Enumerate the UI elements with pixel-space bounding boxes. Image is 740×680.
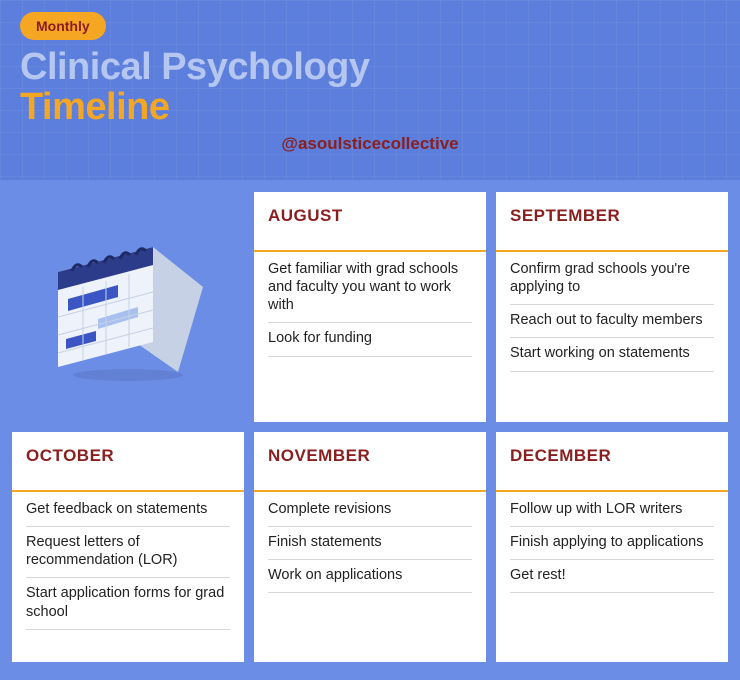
month-card-september: SEPTEMBER Confirm grad schools you're ap… [496, 192, 728, 422]
accent-line [254, 250, 486, 252]
list-item: Follow up with LOR writers [510, 494, 714, 527]
task-list: Get feedback on statements Request lette… [26, 494, 230, 630]
header: Monthly Clinical Psychology Timeline @as… [0, 0, 740, 180]
task-list: Confirm grad schools you're applying to … [510, 254, 714, 372]
task-list: Complete revisions Finish statements Wor… [268, 494, 472, 593]
list-item: Get rest! [510, 560, 714, 593]
calendar-icon [12, 192, 244, 422]
accent-line [254, 490, 486, 492]
title-line-1: Clinical Psychology [20, 48, 720, 88]
task-list: Get familiar with grad schools and facul… [268, 254, 472, 357]
month-card-november: NOVEMBER Complete revisions Finish state… [254, 432, 486, 662]
list-item: Get familiar with grad schools and facul… [268, 254, 472, 323]
list-item: Complete revisions [268, 494, 472, 527]
cadence-badge: Monthly [20, 12, 106, 40]
accent-line [496, 250, 728, 252]
list-item: Confirm grad schools you're applying to [510, 254, 714, 305]
month-title: DECEMBER [510, 446, 714, 466]
social-handle: @asoulsticecollective [20, 134, 720, 154]
accent-line [496, 490, 728, 492]
timeline-grid: AUGUST Get familiar with grad schools an… [12, 192, 728, 668]
list-item: Look for funding [268, 323, 472, 356]
list-item: Work on applications [268, 560, 472, 593]
calendar-cell [12, 192, 244, 422]
task-list: Follow up with LOR writers Finish applyi… [510, 494, 714, 593]
list-item: Finish applying to applications [510, 527, 714, 560]
list-item: Start working on statements [510, 338, 714, 371]
list-item: Reach out to faculty members [510, 305, 714, 338]
month-title: SEPTEMBER [510, 206, 714, 226]
month-title: AUGUST [268, 206, 472, 226]
list-item: Request letters of recommendation (LOR) [26, 527, 230, 578]
list-item: Finish statements [268, 527, 472, 560]
accent-line [12, 490, 244, 492]
month-card-october: OCTOBER Get feedback on statements Reque… [12, 432, 244, 662]
title-line-2: Timeline [20, 88, 720, 128]
month-card-december: DECEMBER Follow up with LOR writers Fini… [496, 432, 728, 662]
month-title: NOVEMBER [268, 446, 472, 466]
month-title: OCTOBER [26, 446, 230, 466]
list-item: Start application forms for grad school [26, 578, 230, 629]
month-card-august: AUGUST Get familiar with grad schools an… [254, 192, 486, 422]
list-item: Get feedback on statements [26, 494, 230, 527]
page: Monthly Clinical Psychology Timeline @as… [0, 0, 740, 680]
